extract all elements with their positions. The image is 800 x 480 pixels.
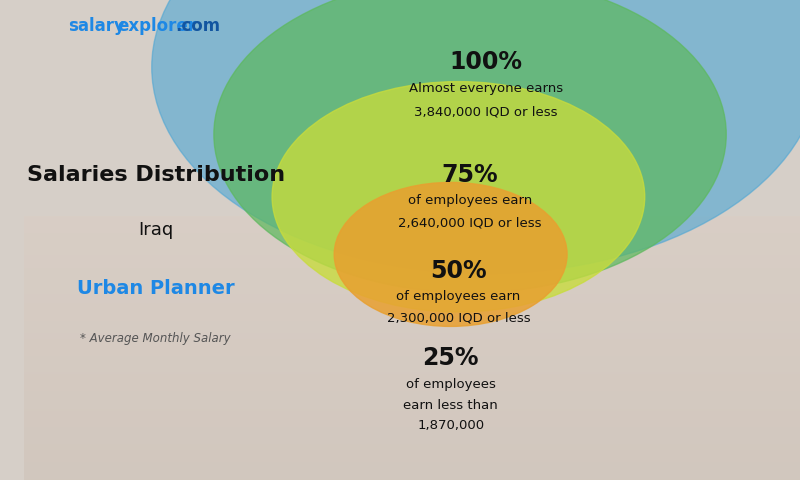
Text: 25%: 25% xyxy=(422,346,479,370)
Text: 3,840,000 IQD or less: 3,840,000 IQD or less xyxy=(414,105,558,119)
Text: 2,300,000 IQD or less: 2,300,000 IQD or less xyxy=(386,311,530,324)
Text: .com: .com xyxy=(175,17,220,36)
Text: of employees earn: of employees earn xyxy=(408,194,532,207)
Circle shape xyxy=(214,0,726,293)
Text: explorer: explorer xyxy=(118,17,197,36)
Text: Almost everyone earns: Almost everyone earns xyxy=(409,82,562,96)
Circle shape xyxy=(334,182,567,326)
Circle shape xyxy=(152,0,800,274)
Text: 2,640,000 IQD or less: 2,640,000 IQD or less xyxy=(398,216,542,229)
Text: * Average Monthly Salary: * Average Monthly Salary xyxy=(80,332,231,345)
Text: of employees: of employees xyxy=(406,378,495,392)
Circle shape xyxy=(272,82,645,312)
Text: Iraq: Iraq xyxy=(138,221,174,240)
Text: earn less than: earn less than xyxy=(403,398,498,412)
Text: 100%: 100% xyxy=(449,50,522,74)
Text: 1,870,000: 1,870,000 xyxy=(417,419,484,432)
Text: 50%: 50% xyxy=(430,259,486,283)
Text: salary: salary xyxy=(68,17,125,36)
Text: Urban Planner: Urban Planner xyxy=(77,278,234,298)
Text: Salaries Distribution: Salaries Distribution xyxy=(26,165,285,185)
Text: 75%: 75% xyxy=(442,163,498,187)
Text: of employees earn: of employees earn xyxy=(396,290,521,303)
